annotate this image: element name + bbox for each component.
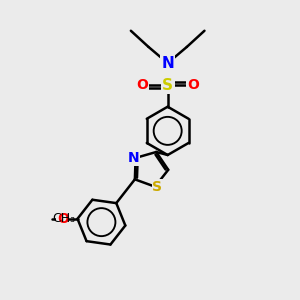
Text: N: N bbox=[161, 56, 174, 70]
Text: S: S bbox=[162, 78, 173, 93]
Text: O: O bbox=[136, 78, 148, 92]
Text: O: O bbox=[187, 78, 199, 92]
Text: O: O bbox=[57, 212, 69, 226]
Text: N: N bbox=[128, 151, 139, 165]
Text: S: S bbox=[152, 180, 162, 194]
Text: CH₃: CH₃ bbox=[52, 212, 75, 225]
